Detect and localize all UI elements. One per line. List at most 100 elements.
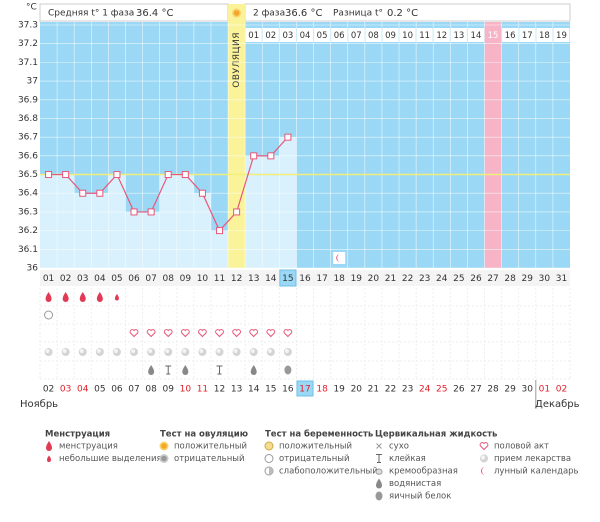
icon-part [376,443,382,449]
y-tick-label: 36.4 [18,189,38,199]
y-tick-label: 36.8 [18,114,38,124]
legend-item: яичный белок [389,492,451,502]
icon [375,468,383,475]
x-tick-label: 21 [385,274,396,284]
icon [181,348,190,356]
temp-point [130,208,138,216]
x-tick-label: 08 [162,274,174,284]
icon-part [333,252,346,264]
icon [480,454,488,463]
date-label: 13 [231,385,242,395]
icon [283,329,293,338]
icon [264,441,274,451]
icon-part [114,294,119,301]
highlight-date [296,380,314,397]
x-tick-label: 07 [145,274,156,284]
x-tick-label: 16 [299,274,311,284]
legend-item: положительный [279,442,352,452]
legend-title: Цервикальная жидкость [375,430,497,440]
x-tick-label: 26 [470,274,482,284]
cycle-day-cell [519,28,536,42]
icon [266,348,275,356]
icon-part [376,478,382,489]
temp-point [147,208,155,216]
temp-point [113,171,121,179]
icon-part [284,365,292,375]
temp-point [267,152,275,160]
cycle-day-cell [416,28,433,42]
temp-bar [279,137,297,268]
cycle-day-cell [382,28,399,42]
icon [61,348,70,356]
y-tick-label: 36.6 [18,151,38,161]
icon [129,329,139,338]
date-label: 06 [111,385,123,395]
phase1-label: Средняя t° 1 фаза [48,9,134,19]
date-label: 14 [248,385,260,395]
temp-point [96,189,104,197]
legend-item: слабоположительный [279,467,378,477]
x-tick-label: 17 [316,274,327,284]
cycle-day-label: 14 [471,31,482,41]
date-label: 18 [316,385,328,395]
icon [96,292,103,302]
cycle-day-label: 11 [419,31,430,41]
cycle-day-cell [467,28,485,42]
cycle-day-label: 15 [488,31,499,41]
icon-part [45,292,52,302]
legend-item: водянистая [389,479,441,489]
icon [44,310,54,320]
legend-item: менструация [59,442,118,452]
date-label: 26 [453,385,465,395]
cycle-day-cell [536,28,553,42]
x-tick-label: 25 [453,274,464,284]
phase1-value: 36.4 °C [136,8,173,19]
icon [147,348,156,356]
phase2-label: 2 фаза [253,9,285,19]
temp-point [79,189,87,197]
icon-part [62,292,69,302]
date-label: 02 [556,385,567,395]
icon [114,294,119,301]
x-tick-label: 23 [419,274,430,284]
date-label: 03 [60,385,71,395]
y-tick-label: 36.2 [18,226,38,236]
y-tick-label: 36 [27,264,39,274]
icon [62,292,69,302]
x-tick-label: 18 [333,274,345,284]
cycle-day-label: 05 [317,31,328,41]
legend-title: Тест на беременность [265,429,373,440]
month-label: Ноябрь [20,399,58,410]
cycle-day-cell [314,28,331,42]
icon [284,365,292,375]
date-label: 11 [197,385,208,395]
x-tick-label: 11 [214,274,225,284]
x-tick-label: 14 [265,274,277,284]
icon [180,329,190,338]
icon [163,329,173,338]
date-label: 08 [145,385,157,395]
temp-bar [57,174,75,268]
icon-part [375,491,383,501]
cycle-day-label: 12 [436,31,447,41]
icon [479,442,489,451]
icon-part [96,292,103,302]
icon-part [233,349,238,353]
icon [376,454,382,463]
y-tick-label: 37 [27,77,38,87]
icon-part [113,349,118,353]
icon [232,8,242,18]
temp-point [62,171,70,179]
icon [130,348,139,356]
date-label: 15 [265,385,276,395]
x-tick-label: 20 [368,274,380,284]
cycle-day-label: 01 [248,31,259,41]
x-tick-label: 02 [60,274,71,284]
icon-part [165,349,170,353]
x-tick-label: 22 [402,274,413,284]
y-tick-label: 36.1 [18,245,38,255]
date-label: 22 [385,385,396,395]
icon [232,329,241,338]
date-label: 07 [128,385,139,395]
cycle-day-label: 09 [385,31,396,41]
